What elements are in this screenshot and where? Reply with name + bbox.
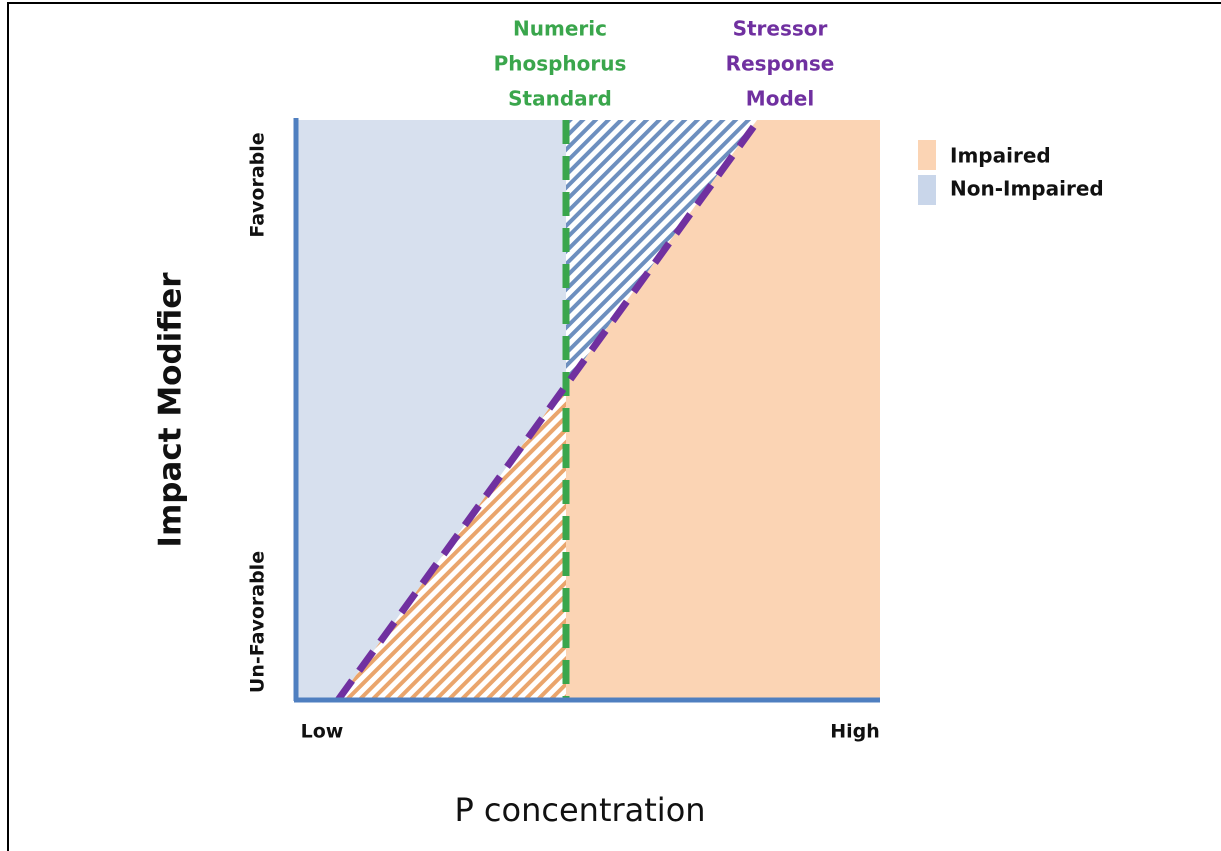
impaired-region	[566, 120, 880, 700]
annotation: Numeric	[513, 17, 607, 41]
annotation: Standard	[508, 87, 612, 111]
annotation: Stressor	[733, 17, 828, 41]
legend-swatch	[918, 175, 936, 205]
x-low-label: Low	[301, 721, 344, 743]
annotation: Response	[726, 52, 835, 76]
frame	[7, 2, 1221, 851]
x-axis-title: P concentration	[454, 791, 705, 829]
legend-label: Impaired	[950, 144, 1051, 168]
annotation: Model	[746, 87, 814, 111]
legend-label: Non-Impaired	[950, 177, 1104, 201]
y-high-label: Favorable	[247, 132, 269, 237]
y-axis-title: Impact Modifier	[153, 272, 189, 548]
y-low-label: Un-Favorable	[247, 551, 269, 693]
x-high-label: High	[830, 721, 880, 743]
non-impaired-region	[296, 120, 566, 700]
model-line	[335, 119, 760, 703]
legend-swatch	[918, 140, 936, 170]
annotation: Phosphorus	[494, 52, 627, 76]
